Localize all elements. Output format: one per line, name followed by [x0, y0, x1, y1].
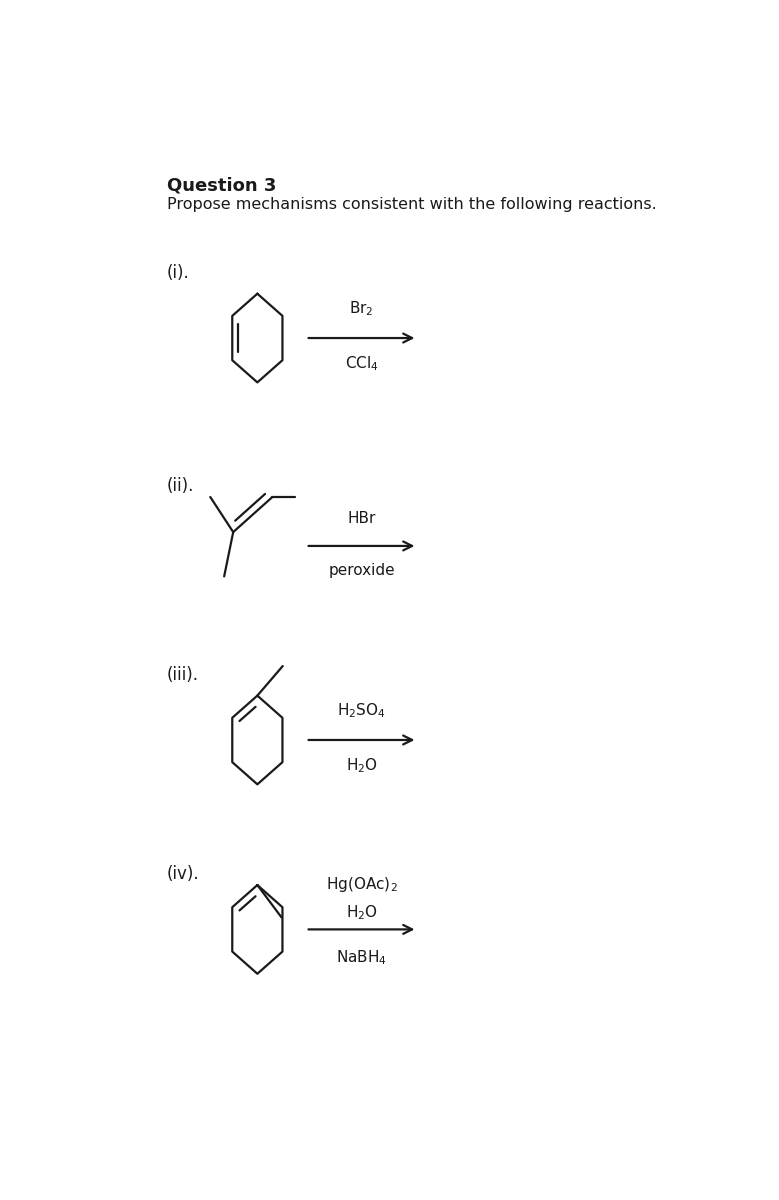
Text: H$_2$SO$_4$: H$_2$SO$_4$ — [337, 701, 386, 720]
Text: H$_2$O: H$_2$O — [346, 757, 378, 775]
Text: Hg(OAc)$_2$: Hg(OAc)$_2$ — [326, 875, 397, 894]
Text: (i).: (i). — [167, 264, 189, 282]
Text: NaBH$_4$: NaBH$_4$ — [336, 948, 387, 966]
Text: Propose mechanisms consistent with the following reactions.: Propose mechanisms consistent with the f… — [167, 197, 657, 211]
Text: CCl$_4$: CCl$_4$ — [344, 355, 379, 373]
Text: (iii).: (iii). — [167, 666, 199, 684]
Text: HBr: HBr — [347, 511, 375, 526]
Text: (iv).: (iv). — [167, 865, 199, 883]
Text: H$_2$O: H$_2$O — [346, 904, 378, 922]
Text: Br$_2$: Br$_2$ — [349, 299, 374, 318]
Text: (ii).: (ii). — [167, 476, 194, 494]
Text: Question 3: Question 3 — [167, 176, 277, 194]
Text: peroxide: peroxide — [328, 563, 395, 577]
